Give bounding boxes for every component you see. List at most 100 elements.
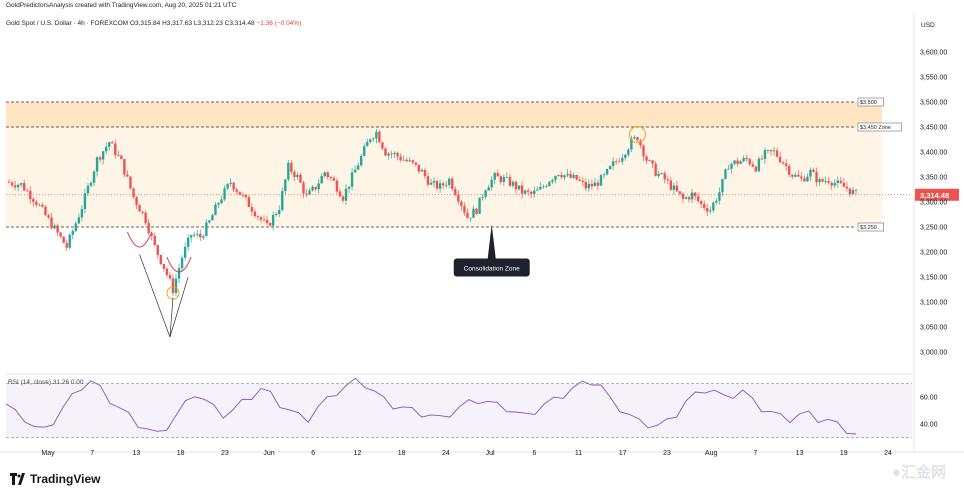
candle-body: [193, 234, 196, 236]
callout-pointer: [487, 224, 496, 259]
candle-body: [138, 205, 141, 212]
candle-body: [703, 203, 706, 209]
candle-body: [19, 183, 23, 185]
candle-body: [186, 237, 190, 247]
candle-body: [536, 189, 539, 191]
candle-body: [250, 206, 254, 212]
candle-body: [180, 257, 184, 269]
candle-body: [812, 169, 815, 172]
candle-body: [745, 157, 748, 160]
time-tick-label: Jun: [263, 450, 274, 457]
candle-body: [672, 185, 676, 190]
candle-body: [587, 183, 591, 189]
pointer-arrow: [139, 254, 171, 338]
candle-body: [529, 191, 533, 194]
candle-body: [833, 183, 836, 186]
candle-body: [56, 225, 59, 233]
candle-body: [381, 142, 384, 149]
candle-body: [7, 182, 11, 183]
candle-body: [214, 204, 217, 216]
candle-body: [699, 201, 703, 204]
candle-body: [104, 146, 108, 152]
candle-body: [92, 171, 96, 183]
candle-body: [68, 234, 71, 248]
time-tick-label: Jul: [486, 450, 495, 457]
candle-body: [314, 186, 317, 190]
candle-body: [259, 217, 263, 220]
candle-body: [432, 181, 436, 183]
candle-body: [98, 157, 102, 160]
candle-body: [794, 174, 797, 177]
candle-body: [842, 182, 846, 187]
price-tick-label: 3,300.00: [920, 200, 947, 207]
candle-body: [74, 223, 78, 232]
candle-body: [493, 172, 496, 180]
candle-body: [712, 202, 715, 211]
candle-body: [135, 197, 138, 206]
candle-body: [520, 185, 524, 194]
candle-body: [350, 172, 354, 187]
price-zone: [6, 102, 882, 127]
candle-body: [581, 180, 584, 182]
candle-body: [311, 186, 314, 191]
candle-body: [399, 156, 402, 161]
time-tick-label: 18: [398, 450, 406, 457]
callout-label: Consolidation Zone: [464, 266, 520, 273]
candle-body: [238, 191, 241, 195]
candle-body: [83, 193, 87, 210]
candle-body: [232, 182, 235, 190]
candle-body: [572, 174, 575, 178]
candle-body: [854, 190, 858, 191]
candle-body: [402, 159, 405, 161]
time-tick-label: May: [41, 450, 55, 457]
candle-body: [681, 193, 685, 199]
time-tick-label: 12: [354, 450, 362, 457]
candle-body: [457, 194, 460, 202]
candle-body: [505, 176, 509, 178]
tradingview-brand[interactable]: TradingView: [10, 472, 100, 486]
candle-body: [645, 156, 648, 161]
candle-body: [38, 204, 41, 206]
candle-body: [533, 190, 536, 194]
candle-body: [836, 180, 839, 184]
candle-body: [95, 157, 99, 172]
candle-body: [80, 209, 84, 218]
price-tick-label: 3,350.00: [920, 175, 947, 182]
candle-body: [32, 199, 35, 202]
candle-body: [271, 214, 275, 226]
candle-body: [359, 155, 363, 166]
candle-body: [305, 193, 308, 195]
candle-body: [478, 197, 481, 214]
candle-body: [50, 217, 53, 229]
candle-body: [408, 160, 411, 162]
candle-body: [596, 182, 600, 186]
candle-body: [114, 143, 117, 156]
pointer-arrow: [169, 276, 189, 338]
candle-body: [818, 179, 821, 183]
candles: [7, 129, 858, 297]
candle-body: [481, 196, 484, 198]
candle-body: [353, 169, 357, 173]
candle-body: [199, 233, 202, 238]
candle-body: [247, 197, 251, 207]
candle-body: [475, 208, 478, 214]
candle-body: [253, 211, 257, 217]
candle-body: [220, 199, 223, 203]
candle-body: [614, 161, 618, 163]
candle-body: [490, 179, 493, 188]
candle-body: [791, 174, 794, 177]
candle-body: [444, 184, 448, 186]
candle-body: [508, 176, 512, 186]
candle-body: [578, 179, 581, 181]
candle-body: [772, 150, 776, 152]
candle-body: [65, 242, 68, 248]
annotations: Consolidation Zone: [126, 126, 646, 338]
candle-body: [217, 202, 220, 205]
candle-body: [736, 160, 739, 164]
candle-body: [821, 179, 824, 182]
candle-body: [684, 197, 688, 199]
time-tick-label: 6: [311, 450, 315, 457]
candle-body: [53, 225, 56, 229]
candle-body: [560, 174, 563, 178]
